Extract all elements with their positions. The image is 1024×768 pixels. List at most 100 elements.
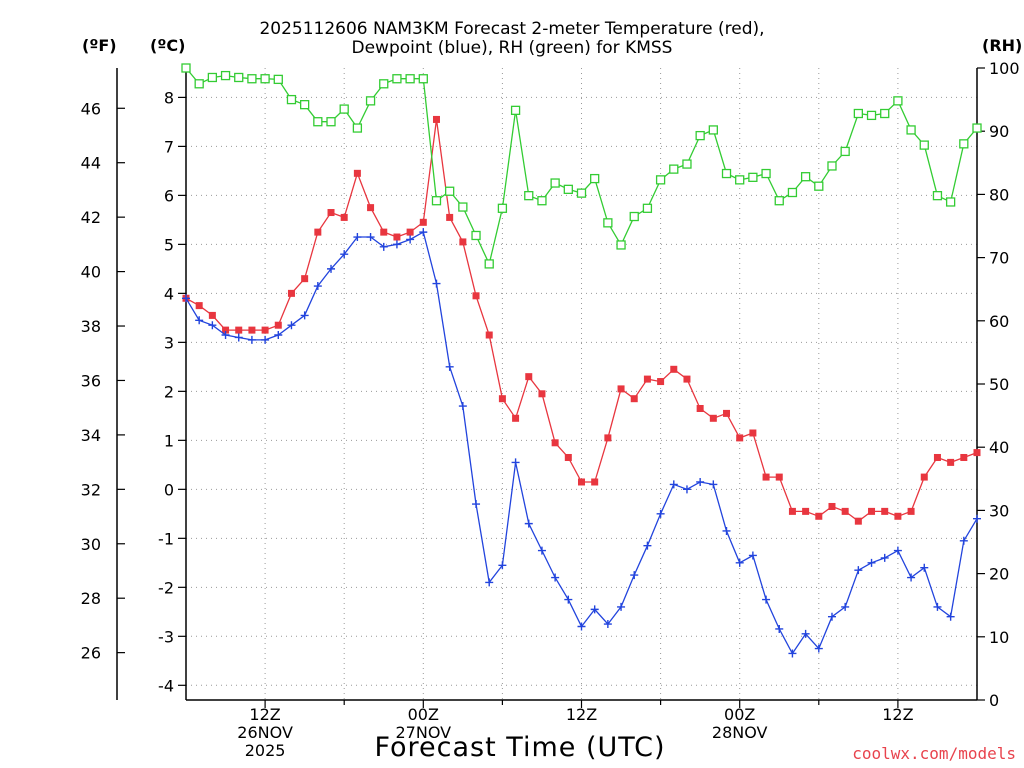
temperature-point [248, 326, 256, 334]
fahrenheit-tick-label: 30 [81, 535, 101, 554]
rh-tick-label: 100 [989, 59, 1020, 78]
temperature-point [604, 434, 612, 442]
temperature-point [393, 233, 401, 241]
relative-humidity-point [339, 104, 349, 114]
dewpoint-point [577, 622, 586, 631]
dewpoint-point [485, 578, 494, 587]
chart-title-line-2: Dewpoint (blue), RH (green) for KMSS [351, 38, 673, 58]
temperature-point [459, 238, 467, 246]
celsius-unit-label: (ºC) [150, 36, 186, 55]
relative-humidity-point [616, 240, 626, 250]
temperature-point [881, 507, 889, 515]
relative-humidity-point [655, 175, 666, 185]
temperature-point [960, 453, 968, 461]
relative-humidity-point [972, 123, 982, 133]
temperature-line [185, 119, 978, 523]
relative-humidity-point [181, 63, 191, 73]
dewpoint-point [775, 624, 784, 633]
dewpoint-point [748, 551, 757, 560]
relative-humidity-point [550, 178, 560, 188]
relative-humidity-point [682, 159, 692, 169]
celsius-tick-label: 5 [164, 235, 174, 254]
dewpoint-point [762, 595, 771, 604]
relative-humidity-point [365, 96, 376, 106]
temperature-point [340, 213, 348, 221]
temperature-point [353, 169, 361, 177]
dewpoint-point [735, 558, 744, 567]
temperature-point [907, 507, 915, 515]
temperature-point [314, 228, 322, 236]
relative-humidity-point [748, 172, 758, 182]
x-tick-label: 26NOV [237, 723, 293, 742]
relative-humidity-point [431, 196, 442, 206]
fahrenheit-tick-label: 44 [81, 154, 101, 173]
relative-humidity-point [945, 197, 956, 207]
relative-humidity-point [313, 117, 323, 127]
relative-humidity-point [392, 74, 402, 84]
dewpoint-point [907, 573, 916, 582]
temperature-point [762, 473, 770, 481]
dewpoint-point [221, 331, 230, 340]
x-tick-label: 12Z [882, 705, 914, 724]
dewpoint-point [933, 602, 942, 611]
relative-humidity-point [669, 164, 679, 174]
dewpoint-point [656, 509, 665, 518]
dewpoint-point [432, 279, 441, 288]
dewpoint-point [946, 612, 955, 621]
temperature-point [367, 204, 375, 212]
relative-humidity-point [405, 74, 415, 84]
dewpoint-point [841, 602, 850, 611]
celsius-tick-label: 4 [164, 284, 174, 303]
dewpoint-point [814, 644, 823, 653]
temperature-point [485, 331, 493, 339]
relative-humidity-point [299, 100, 310, 110]
celsius-tick-label: 3 [164, 333, 174, 352]
rh-tick-label: 30 [989, 501, 1009, 520]
temperature-point [406, 228, 414, 236]
temperature-point [802, 507, 810, 515]
relative-humidity-point [497, 203, 508, 213]
temperature-point [696, 404, 704, 412]
temperature-point [670, 365, 678, 373]
celsius-tick-label: -2 [158, 578, 174, 597]
x-tick-label: 12Z [565, 705, 598, 724]
temperature-point [195, 302, 203, 310]
relative-humidity-point [418, 74, 428, 84]
relative-humidity-point [220, 70, 231, 81]
relative-humidity-point [484, 259, 494, 269]
relative-humidity-point [590, 173, 600, 184]
x-tick-label: 2025 [244, 741, 286, 760]
celsius-tick-label: 2 [164, 382, 174, 401]
relative-humidity-point [735, 175, 745, 185]
temperature-point [788, 507, 796, 515]
temperature-point [498, 395, 506, 403]
relative-humidity-point [853, 108, 863, 119]
temperature-point [301, 275, 309, 283]
temperature-point [617, 385, 625, 393]
dewpoint-point [182, 294, 190, 303]
dewpoint-point [590, 605, 599, 614]
temperature-point [947, 458, 955, 466]
temperature-point [630, 395, 638, 403]
dewpoint-point [801, 629, 810, 638]
temperature-point [287, 289, 295, 297]
temperature-point [419, 218, 427, 226]
fahrenheit-unit-label: (ºF) [82, 36, 117, 55]
dewpoint-point [867, 558, 876, 567]
dewpoint-point [643, 541, 652, 550]
fahrenheit-tick-label: 38 [81, 317, 101, 336]
dewpoint-point [327, 264, 336, 273]
rh-tick-label: 70 [989, 249, 1009, 268]
dewpoint-point [195, 316, 204, 325]
dewpoint-point [300, 311, 309, 320]
relative-humidity-point [642, 203, 653, 213]
dewpoint-point [340, 250, 349, 259]
relative-humidity-point [893, 96, 903, 106]
x-tick-label: 27NOV [395, 723, 452, 742]
relative-humidity-point [379, 79, 389, 89]
relative-humidity-point [866, 110, 877, 121]
rh-tick-label: 20 [989, 565, 1009, 584]
relative-humidity-point [273, 74, 283, 85]
fahrenheit-tick-label: 42 [81, 208, 101, 227]
chart-title-line-1: 2025112606 NAM3KM Forecast 2-meter Tempe… [259, 19, 765, 39]
